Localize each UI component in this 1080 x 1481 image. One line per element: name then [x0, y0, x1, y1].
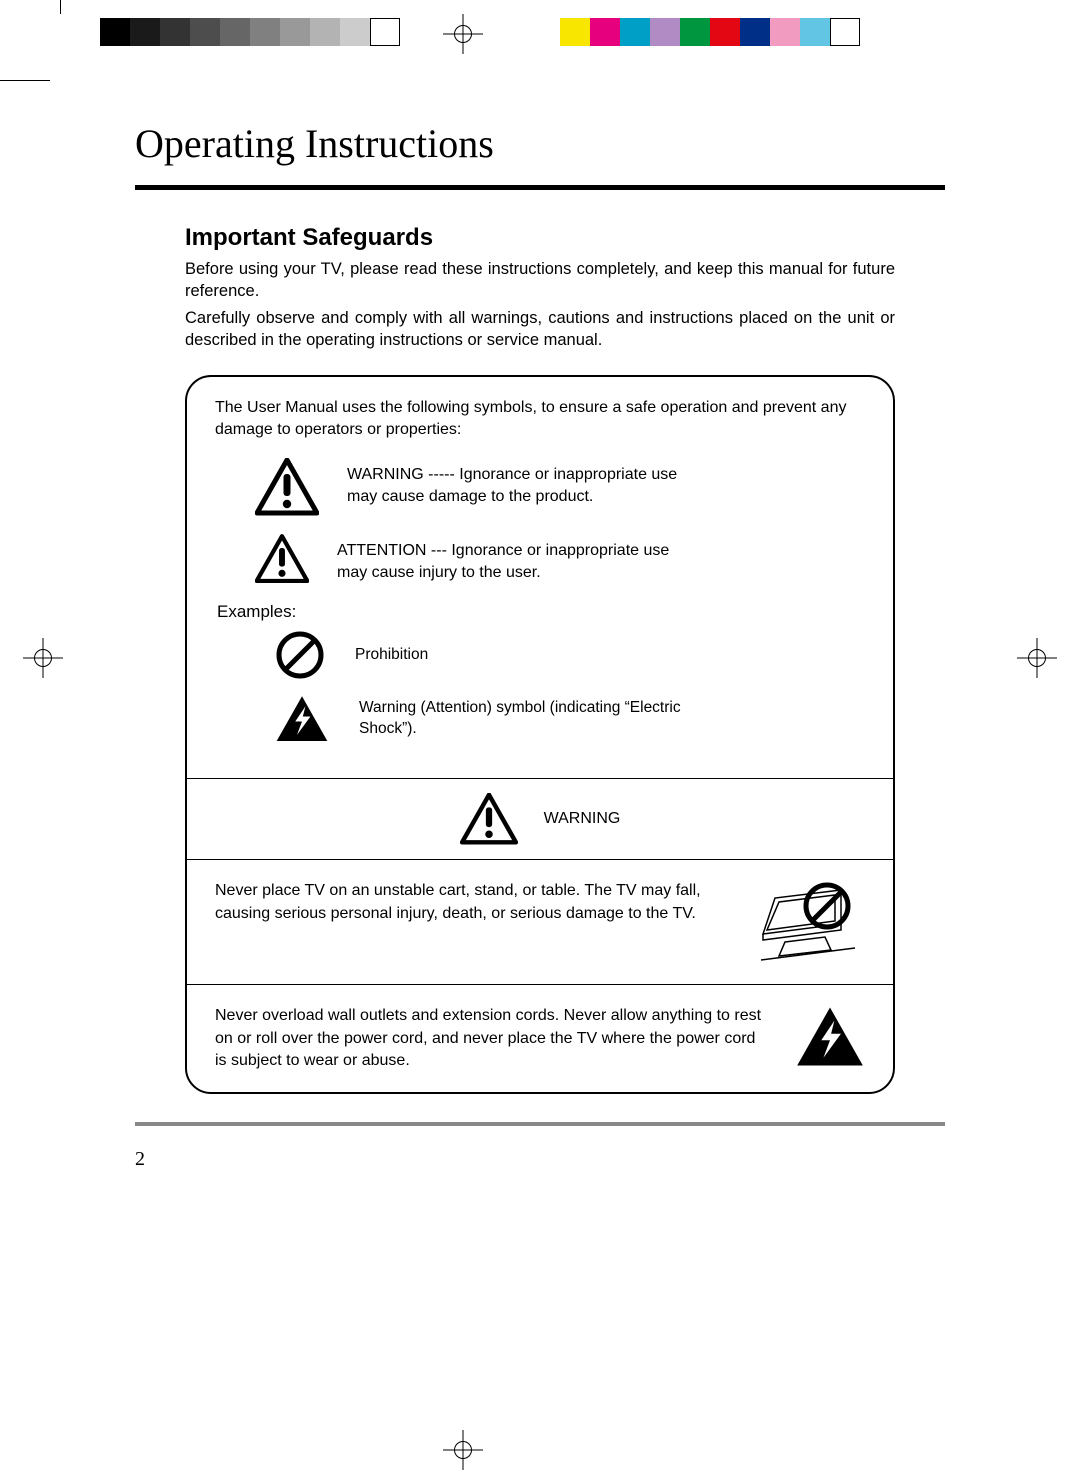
warning-triangle-icon — [460, 793, 518, 845]
intro-paragraph-1: Before using your TV, please read these … — [185, 258, 895, 303]
printer-registration-bars — [0, 18, 1080, 48]
registration-crosshair-left — [23, 638, 63, 678]
examples-label: Examples: — [217, 602, 865, 622]
warning-text: WARNING ----- Ignorance or inappropriate… — [347, 458, 707, 507]
attention-triangle-icon — [255, 534, 309, 584]
electric-shock-label: Warning (Attention) symbol (indicating “… — [359, 698, 719, 740]
section-heading: Important Safeguards — [185, 224, 895, 252]
unstable-surface-text: Never place TV on an unstable cart, stan… — [215, 880, 731, 925]
unstable-surface-warning: Never place TV on an unstable cart, stan… — [187, 859, 893, 984]
legend-intro: The User Manual uses the following symbo… — [215, 397, 865, 440]
footer-rule — [135, 1122, 945, 1126]
page-number: 2 — [135, 1148, 145, 1171]
page-title: Operating Instructions — [135, 120, 945, 167]
attention-text: ATTENTION --- Ignorance or inappropriate… — [337, 534, 697, 583]
warning-header-label: WARNING — [544, 810, 621, 828]
warning-header-row: WARNING — [187, 778, 893, 859]
overload-outlet-text: Never overload wall outlets and extensio… — [215, 1005, 771, 1072]
electric-shock-symbol-row: Warning (Attention) symbol (indicating “… — [275, 694, 865, 744]
content-column: Important Safeguards Before using your T… — [135, 224, 945, 1094]
electric-shock-icon — [275, 694, 329, 744]
prohibition-symbol-row: Prohibition — [275, 630, 865, 680]
electric-shock-icon — [795, 1005, 865, 1069]
symbols-legend-section: The User Manual uses the following symbo… — [187, 377, 893, 778]
registration-crosshair-top — [443, 14, 483, 54]
title-rule — [135, 185, 945, 190]
overload-outlet-warning: Never overload wall outlets and extensio… — [187, 984, 893, 1092]
registration-crosshair-right — [1017, 638, 1057, 678]
color-swatches — [560, 18, 860, 46]
warning-triangle-icon — [255, 458, 319, 516]
safeguards-box: The User Manual uses the following symbo… — [185, 375, 895, 1094]
document-page: Operating Instructions Important Safegua… — [135, 120, 945, 1094]
grayscale-swatches — [100, 18, 400, 46]
prohibition-icon — [275, 630, 325, 680]
tv-prohibition-icon — [755, 880, 865, 964]
attention-symbol-row: ATTENTION --- Ignorance or inappropriate… — [255, 534, 865, 584]
trim-mark — [0, 80, 50, 81]
warning-symbol-row: WARNING ----- Ignorance or inappropriate… — [255, 458, 865, 516]
trim-mark — [60, 0, 61, 14]
registration-crosshair-bottom — [443, 1430, 483, 1470]
prohibition-label: Prohibition — [355, 645, 428, 666]
intro-paragraph-2: Carefully observe and comply with all wa… — [185, 307, 895, 352]
